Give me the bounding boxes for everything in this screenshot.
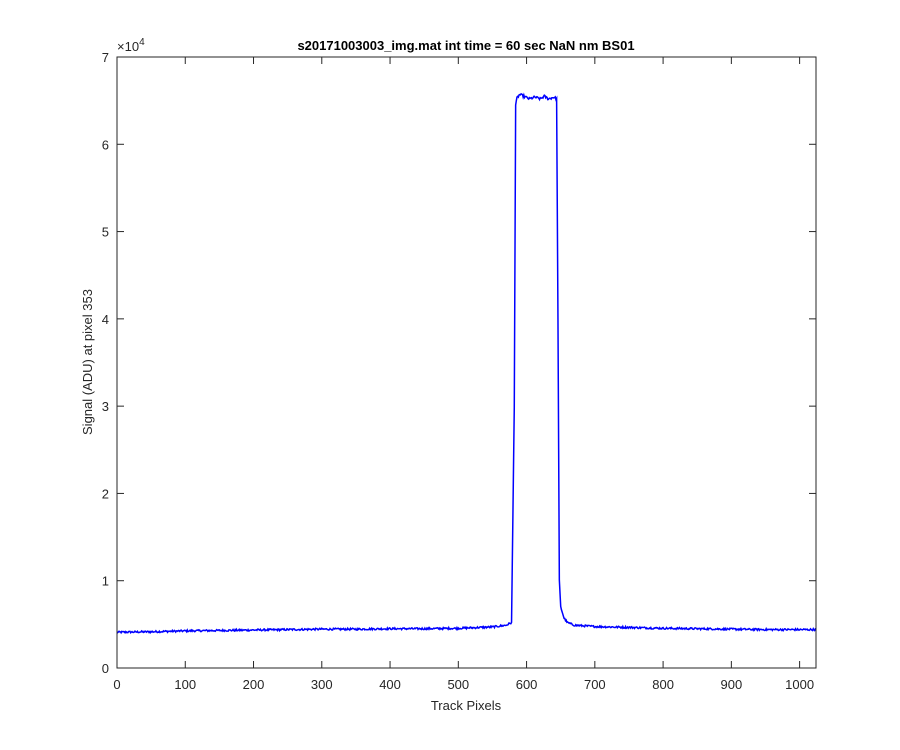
x-tick-label: 500 <box>447 677 469 692</box>
plot-background <box>117 57 816 668</box>
y-tick-label: 6 <box>102 137 109 152</box>
y-exponent-power: 4 <box>139 37 145 48</box>
x-tick-label: 200 <box>243 677 265 692</box>
x-tick-label: 400 <box>379 677 401 692</box>
y-tick-label: 7 <box>102 50 109 65</box>
x-tick-label: 800 <box>652 677 674 692</box>
y-tick-label: 4 <box>102 312 109 327</box>
x-tick-label: 1000 <box>785 677 814 692</box>
y-exponent-base: ×10 <box>117 39 139 54</box>
x-tick-label: 700 <box>584 677 606 692</box>
x-tick-label: 100 <box>174 677 196 692</box>
x-tick-label: 0 <box>113 677 120 692</box>
y-tick-label: 1 <box>102 574 109 589</box>
y-axis-ticks: 0 1 2 3 4 5 6 7 <box>102 50 816 676</box>
x-tick-label: 600 <box>516 677 538 692</box>
signal-series-line <box>116 92 817 635</box>
x-tick-label: 900 <box>721 677 743 692</box>
y-exponent-label: ×104 <box>117 37 145 54</box>
chart-title: s20171003003_img.mat int time = 60 sec N… <box>297 38 634 53</box>
x-axis-label: Track Pixels <box>431 698 502 713</box>
plot-frame <box>116 56 817 669</box>
y-tick-label: 0 <box>102 661 109 676</box>
y-tick-label: 5 <box>102 225 109 240</box>
x-tick-label: 300 <box>311 677 333 692</box>
x-axis-ticks: 0 100 200 300 400 500 600 700 800 900 1000 <box>113 57 814 692</box>
y-tick-label: 3 <box>102 399 109 414</box>
y-tick-label: 2 <box>102 486 109 501</box>
y-axis-label: Signal (ADU) at pixel 353 <box>80 289 95 435</box>
